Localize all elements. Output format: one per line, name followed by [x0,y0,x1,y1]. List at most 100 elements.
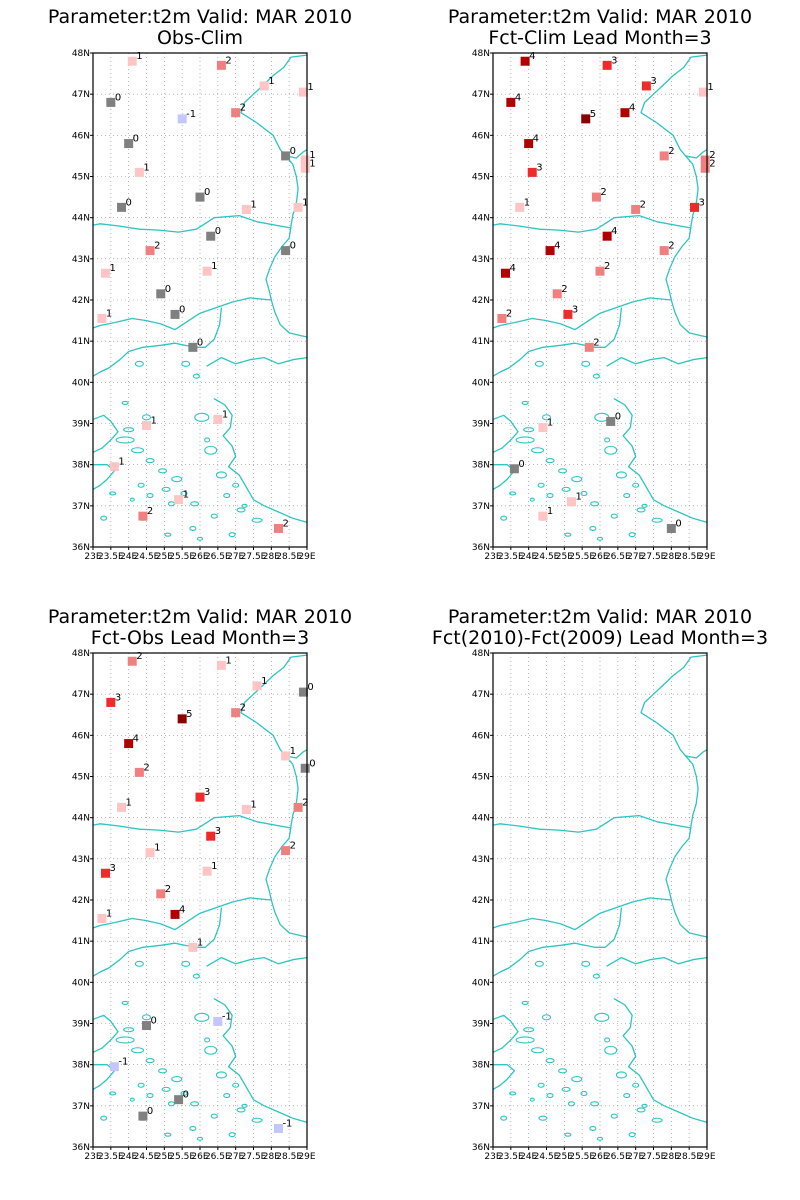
island [529,1097,535,1102]
lon-tick-label: 24.5E [534,552,560,562]
station-marker [216,660,226,670]
lon-tick-label: 24.5E [134,1152,160,1162]
island [561,1086,571,1092]
panel-subtitle: Fct(2010)-Fct(2009) Lead Month=3 [432,627,768,649]
lat-tick-label: 42N [472,896,490,906]
island [636,507,646,513]
coastline [606,356,707,367]
coastline [493,897,672,931]
panel-subtitle: Fct-Clim Lead Month=3 [488,27,711,49]
coastline [206,356,307,367]
lon-tick-label: 25E [556,552,573,562]
station-marker [281,751,291,761]
lon-tick-label: 26E [591,552,608,562]
station-marker [595,266,605,276]
station-value-label: 1 [309,150,315,161]
station-value-label: 3 [204,787,210,798]
station-value-label: 3 [115,692,121,703]
station-marker [497,314,507,324]
island [196,536,204,541]
station-value-label: 2 [709,150,715,161]
coastline [265,155,299,301]
lon-tick-label: 27.5E [241,552,267,562]
island [194,1012,210,1022]
coastline [93,297,272,331]
station-value-label: 2 [225,55,231,66]
station-marker [97,914,107,924]
lon-tick-label: 26E [191,1152,208,1162]
island [558,1068,568,1074]
island [509,491,517,496]
island [628,532,636,538]
island [171,476,183,483]
panel-title: Parameter:t2m Valid: MAR 2010 [448,606,752,628]
lon-tick-label: 26E [191,552,208,562]
coastline-layer [93,654,307,1141]
station-marker [202,266,212,276]
lat-tick-label: 44N [472,214,490,224]
island [121,1000,129,1005]
station-value-label: 0 [615,411,621,422]
island [610,1113,618,1119]
station-value-label: 1 [290,746,296,757]
coastline [93,414,119,453]
island [181,360,191,367]
station-marker [602,231,612,241]
island [210,1113,218,1119]
island [100,515,108,521]
lat-tick-label: 39N [472,420,490,430]
station-value-label: 2 [600,187,606,198]
lat-tick-label: 41N [472,337,490,347]
lon-tick-label: 27E [627,1152,644,1162]
coastline [213,398,307,523]
station-marker [524,139,534,149]
lat-tick-label: 45N [72,173,90,183]
station-value-label: 1 [183,490,189,501]
lon-tick-label: 24E [520,1152,537,1162]
station-marker [195,792,205,802]
station-marker [641,81,651,91]
lon-tick-label: 27E [627,552,644,562]
lon-tick-label: 27E [227,552,244,562]
island [100,1115,108,1121]
station-value-label: 2 [240,703,246,714]
island [628,1132,636,1138]
station-marker [606,416,616,426]
station-marker [298,87,308,97]
station-marker [500,268,510,278]
station-value-label: 2 [640,199,646,210]
island [580,1090,588,1097]
lon-tick-label: 25E [556,1152,573,1162]
lon-tick-label: 23E [84,552,101,562]
island [541,414,552,421]
island [223,1092,231,1099]
station-value-label: 0 [115,92,121,103]
station-marker [100,868,110,878]
island [567,1101,576,1107]
island [538,1115,548,1121]
island [215,471,227,479]
station-value-label: -1 [118,1057,128,1068]
station-marker [127,656,137,666]
station-value-label: 1 [309,158,315,169]
coastline [493,307,623,377]
island [651,1117,663,1123]
station-value-label: 1 [307,82,313,93]
island [146,492,154,499]
island [537,482,545,488]
lat-tick-label: 45N [472,173,490,183]
station-value-label: 0 [165,284,171,295]
island [581,360,591,367]
station-marker [584,342,594,352]
station-marker [538,511,548,521]
lon-tick-label: 27.5E [641,552,667,562]
station-marker [174,1095,184,1105]
station-value-label: 1 [126,797,132,808]
island [109,491,117,496]
station-value-label: 4 [611,226,617,237]
station-marker [509,464,519,474]
lon-tick-label: 24E [520,552,537,562]
lon-tick-label: 27.5E [641,1152,667,1162]
station-marker [117,802,127,812]
